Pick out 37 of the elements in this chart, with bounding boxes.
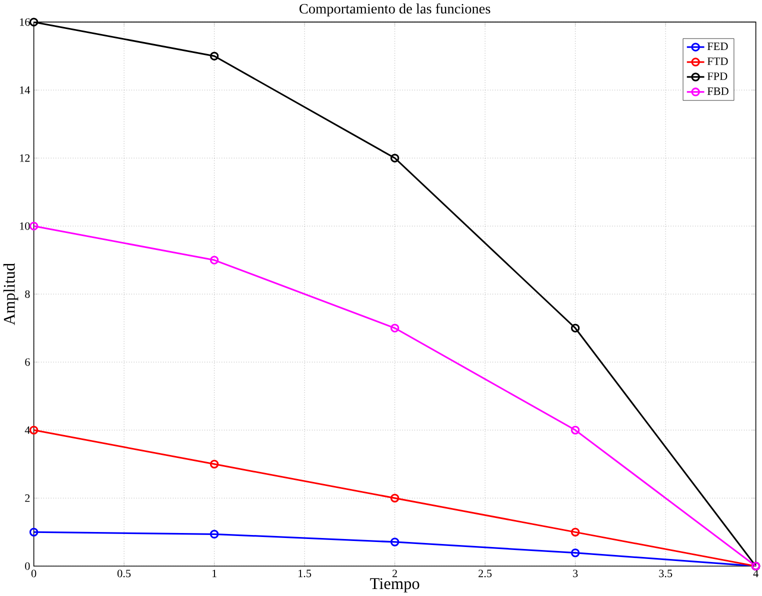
y-tick-label: 4	[24, 426, 30, 434]
x-tick-label: 1	[212, 570, 216, 578]
x-tick-label: 2.5	[478, 570, 492, 578]
x-tick-label: 3	[573, 570, 578, 578]
point	[390, 538, 400, 546]
x-tick-label: 2	[392, 570, 397, 578]
x-tick-label: 3.5	[659, 570, 672, 578]
x-tick-label: 0.5	[118, 570, 131, 578]
point	[570, 548, 580, 558]
legend-label: FTD	[707, 58, 728, 66]
point	[570, 528, 580, 537]
y-tick-label: 2	[25, 494, 30, 502]
y-tick-label: 14	[20, 86, 30, 94]
y-tick-label: 10	[20, 222, 30, 230]
legend-label: FPD	[707, 72, 728, 80]
point	[390, 494, 400, 503]
y-tick-label: 6	[25, 358, 30, 366]
y-tick-label: 16	[20, 18, 30, 26]
y-tick-label: 0	[25, 562, 30, 570]
legend-label: FBD	[707, 88, 728, 95]
point	[210, 460, 219, 469]
y-tick-label: 8	[25, 290, 30, 298]
x-axis-title: Tiempo	[370, 578, 420, 593]
y-tick-label: 12	[20, 154, 30, 162]
x-tick-label: 0	[31, 570, 36, 578]
y-axis-title: Amplitud	[3, 263, 18, 326]
point	[570, 426, 580, 435]
x-tick-label: 4	[753, 570, 758, 578]
chart-title: Comportamiento de las funciones	[300, 3, 490, 17]
legend-label: FED	[707, 42, 728, 50]
point	[570, 324, 580, 333]
point	[210, 256, 219, 265]
point	[210, 530, 219, 539]
point	[390, 154, 400, 163]
point	[390, 324, 400, 333]
x-tick-label: 1.5	[298, 570, 312, 578]
point	[210, 52, 219, 61]
